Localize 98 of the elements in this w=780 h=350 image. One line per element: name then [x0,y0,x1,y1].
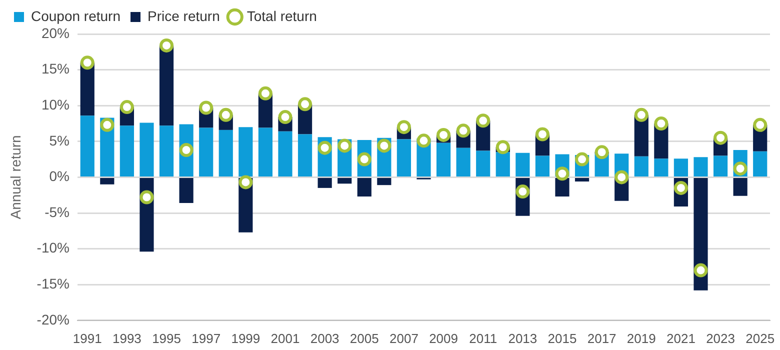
bar [674,158,688,176]
y-tick-label: -5% [44,204,70,220]
bar [100,178,114,184]
point [456,124,470,138]
point [634,108,648,122]
y-tick-label: 0% [49,168,70,184]
x-tick-label: 2007 [389,330,418,346]
x-tick-label: 2005 [350,330,379,346]
point [160,38,174,52]
bar [694,178,708,290]
x-tick-label: 2015 [548,330,577,346]
point [654,116,668,130]
point [753,118,768,132]
point [594,145,609,160]
y-axis-title: Annual return [7,135,24,220]
point [238,175,253,190]
x-tick-label: 1995 [152,330,181,346]
point [140,190,154,204]
bar [396,139,412,176]
point [396,120,411,134]
y-tick-label: 20% [41,24,70,41]
point [120,100,134,114]
x-tick-label: 2023 [706,330,735,346]
point [218,108,233,122]
x-tick-label: 2013 [508,330,538,346]
bar [516,152,530,176]
x-tick-label: 2009 [429,330,458,346]
bar [338,178,352,184]
bar [574,178,590,182]
bar [238,127,253,176]
x-tick-label: 2025 [746,330,775,346]
bar [159,126,174,176]
bar [80,116,94,176]
legend-label: Coupon return [31,8,121,24]
bar [476,150,490,176]
point [278,110,292,124]
x-tick-label: 2003 [310,330,340,346]
bar [713,156,728,176]
bar [140,122,154,176]
bar [179,178,194,203]
x-tick-label: 2021 [666,330,696,346]
x-tick-label: 1991 [72,330,102,346]
legend-label: Total return [246,8,317,24]
x-tick-label: 2017 [587,330,616,346]
x-tick-label: 2011 [469,330,498,346]
point [80,56,94,70]
point [535,127,550,142]
y-tick-label: -15% [36,275,70,292]
y-tick-label: 10% [41,96,70,112]
bar [258,128,272,176]
bar [120,126,134,176]
point [100,118,114,132]
bar [555,178,570,197]
point [476,114,490,128]
point [179,142,194,157]
point [318,140,332,155]
point [298,97,312,112]
bar [159,45,174,126]
bar [218,130,233,176]
point [694,263,708,278]
point [714,130,728,145]
bar [436,142,451,176]
bar [298,134,312,176]
bar [733,178,748,196]
point [555,166,570,181]
x-tick-label: 1993 [112,330,142,346]
bar [199,128,214,176]
point [199,100,214,115]
bar [377,178,392,186]
bar [318,178,332,188]
point [338,138,352,153]
point [674,180,688,195]
bar [634,156,648,176]
point [733,162,748,176]
bar [654,158,668,176]
y-tick-label: 15% [41,60,70,77]
y-tick-label: 5% [49,132,70,148]
point [614,170,629,184]
point [357,152,372,166]
y-tick-label: -20% [36,311,70,328]
y-tick-label: -10% [36,240,70,256]
x-tick-label: 2001 [270,330,300,346]
bar [535,156,550,176]
bar [753,151,768,176]
point [496,140,510,154]
bar [694,157,708,176]
point [258,86,272,100]
bar [456,148,470,176]
legend-label: Price return [148,8,220,24]
point [516,184,530,199]
bar [357,178,372,197]
x-tick-label: 1999 [231,330,260,346]
bar [278,131,292,176]
x-tick-label: 2019 [626,330,656,346]
x-tick-label: 1997 [192,330,221,346]
point [377,138,392,153]
point [416,134,431,148]
point [436,128,451,142]
